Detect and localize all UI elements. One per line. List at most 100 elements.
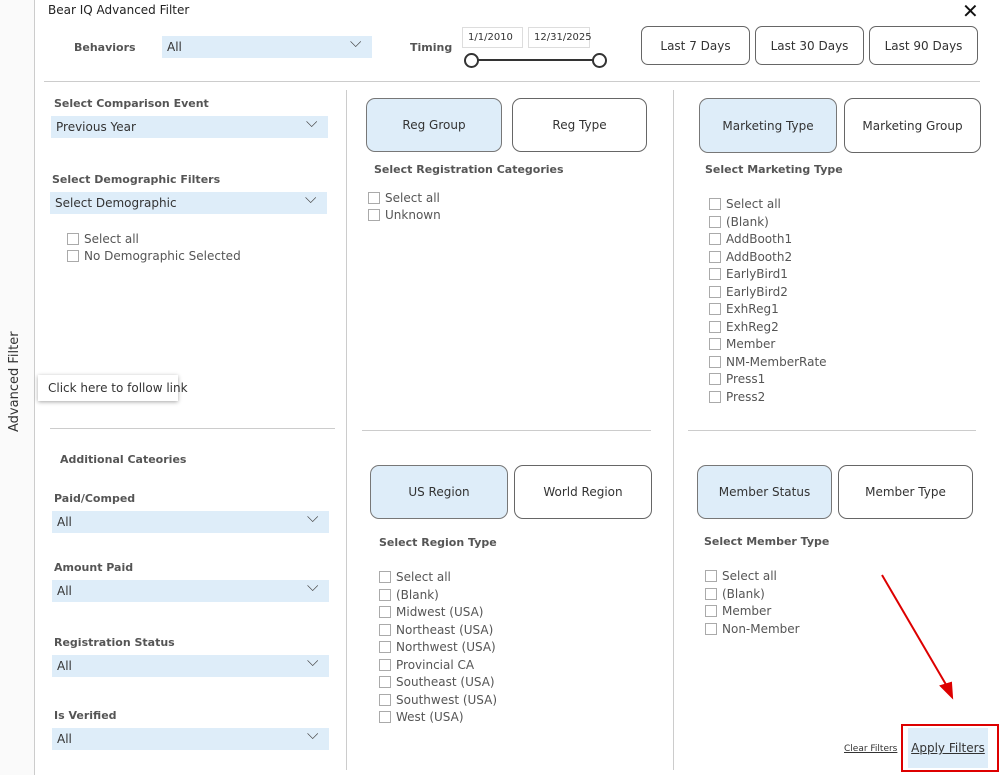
clear-filters-link[interactable]: Clear Filters bbox=[844, 744, 898, 754]
tab-button[interactable]: US Region bbox=[370, 465, 508, 519]
option-label: Select all bbox=[396, 570, 451, 584]
option-label: EarlyBird1 bbox=[726, 267, 788, 281]
option-label: (Blank) bbox=[726, 214, 769, 229]
checkbox[interactable] bbox=[379, 623, 391, 636]
checkbox[interactable] bbox=[379, 588, 391, 601]
checkbox[interactable] bbox=[709, 303, 721, 315]
apply-filters-button[interactable]: Apply Filters bbox=[908, 728, 988, 768]
checkbox[interactable] bbox=[705, 570, 717, 582]
dropdown-value: All bbox=[167, 40, 182, 54]
chevron: ⌵ bbox=[306, 113, 318, 131]
checkbox[interactable] bbox=[705, 622, 717, 635]
divider bbox=[50, 428, 335, 429]
option-label: Member bbox=[722, 604, 772, 618]
checkbox[interactable] bbox=[709, 338, 721, 350]
option-label: Press2 bbox=[726, 389, 766, 404]
slider-handle[interactable] bbox=[464, 53, 479, 68]
option-label: Press1 bbox=[726, 372, 766, 386]
chevron: ⌵ bbox=[307, 725, 319, 743]
dropdown[interactable] bbox=[50, 192, 327, 214]
checkbox[interactable] bbox=[379, 676, 391, 688]
label: Amount Paid bbox=[54, 561, 134, 574]
label: Is Verified bbox=[54, 709, 117, 722]
checkbox[interactable] bbox=[709, 233, 721, 245]
dropdown-value: All bbox=[57, 515, 72, 529]
dropdown[interactable] bbox=[52, 655, 329, 677]
dropdown[interactable] bbox=[52, 511, 329, 533]
checkbox[interactable] bbox=[709, 215, 721, 228]
checkbox[interactable] bbox=[705, 605, 717, 617]
date-input[interactable]: 1/1/2010 bbox=[462, 27, 523, 48]
checkbox[interactable] bbox=[379, 606, 391, 618]
divider bbox=[346, 90, 347, 770]
panel-heading: Select Region Type bbox=[379, 536, 497, 549]
dropdown[interactable] bbox=[52, 728, 329, 750]
tab-button[interactable]: Reg Group bbox=[366, 98, 502, 152]
label: Timing bbox=[410, 41, 453, 54]
option-label: AddBooth2 bbox=[726, 249, 793, 264]
dropdown-value: All bbox=[57, 732, 72, 746]
option-label: Non-Member bbox=[722, 621, 800, 636]
checkbox[interactable] bbox=[379, 658, 391, 671]
checkbox[interactable] bbox=[379, 693, 391, 706]
slider-track bbox=[471, 59, 599, 61]
slider-handle[interactable] bbox=[592, 53, 607, 68]
checkbox[interactable] bbox=[379, 641, 391, 653]
tab-button[interactable]: Marketing Group bbox=[844, 98, 981, 153]
range-button[interactable]: Last 30 Days bbox=[755, 26, 864, 65]
checkbox[interactable] bbox=[709, 373, 721, 385]
divider bbox=[673, 90, 674, 770]
title: Bear IQ Advanced Filter bbox=[48, 3, 190, 17]
tab-button[interactable]: Reg Type bbox=[512, 98, 647, 152]
option-label: Provincial CA bbox=[396, 657, 475, 672]
tab-button[interactable]: Marketing Type bbox=[699, 98, 837, 153]
checkbox[interactable] bbox=[709, 268, 721, 280]
panel-heading: Select Member Type bbox=[704, 535, 830, 548]
option-label: Southwest (USA) bbox=[396, 692, 498, 707]
option-label: NM-MemberRate bbox=[726, 354, 827, 369]
checkbox[interactable] bbox=[368, 192, 380, 204]
checkbox[interactable] bbox=[709, 320, 721, 333]
tab-button[interactable]: World Region bbox=[514, 465, 652, 519]
checkbox[interactable] bbox=[368, 209, 380, 222]
checkbox[interactable] bbox=[709, 285, 721, 298]
option-label: ExhReg1 bbox=[726, 302, 779, 316]
tooltip[interactable]: Click here to follow link bbox=[38, 375, 188, 401]
divider bbox=[362, 430, 651, 431]
dropdown[interactable] bbox=[51, 116, 328, 138]
divider bbox=[44, 81, 980, 82]
checkbox[interactable] bbox=[709, 355, 721, 368]
checkbox[interactable] bbox=[709, 250, 721, 263]
dropdown[interactable] bbox=[162, 36, 372, 58]
checkbox[interactable] bbox=[709, 198, 721, 210]
chevron: ⌵ bbox=[307, 508, 319, 526]
option-label: Select all bbox=[722, 569, 777, 583]
range-button[interactable]: Last 90 Days bbox=[869, 26, 978, 65]
option-label: ExhReg2 bbox=[726, 319, 779, 334]
checkbox[interactable] bbox=[379, 711, 391, 723]
date-input[interactable]: 12/31/2025 bbox=[528, 27, 592, 48]
checkbox[interactable] bbox=[705, 587, 717, 600]
close-button[interactable]: ✕ bbox=[962, 0, 979, 23]
label: Registration Status bbox=[54, 636, 175, 649]
range-button[interactable]: Last 7 Days bbox=[641, 26, 750, 65]
sidebar-label[interactable]: Advanced Filter bbox=[7, 331, 22, 432]
label: Paid/Comped bbox=[54, 492, 136, 505]
option-label: Member bbox=[726, 337, 776, 351]
checkbox[interactable] bbox=[67, 233, 79, 245]
checkbox[interactable] bbox=[379, 571, 391, 583]
dropdown[interactable] bbox=[52, 580, 329, 602]
tab-button[interactable]: Member Status bbox=[697, 465, 832, 519]
tab-button[interactable]: Member Type bbox=[838, 465, 973, 519]
checkbox[interactable] bbox=[709, 390, 721, 403]
checkbox[interactable] bbox=[67, 250, 79, 262]
dropdown-value: Previous Year bbox=[56, 120, 136, 134]
option-label: Select all bbox=[726, 197, 781, 211]
chevron: ⌵ bbox=[350, 33, 362, 51]
option-label: West (USA) bbox=[396, 710, 464, 724]
dropdown-value: All bbox=[57, 584, 72, 598]
option-label: Midwest (USA) bbox=[396, 605, 484, 619]
dropdown-value: All bbox=[57, 659, 72, 673]
